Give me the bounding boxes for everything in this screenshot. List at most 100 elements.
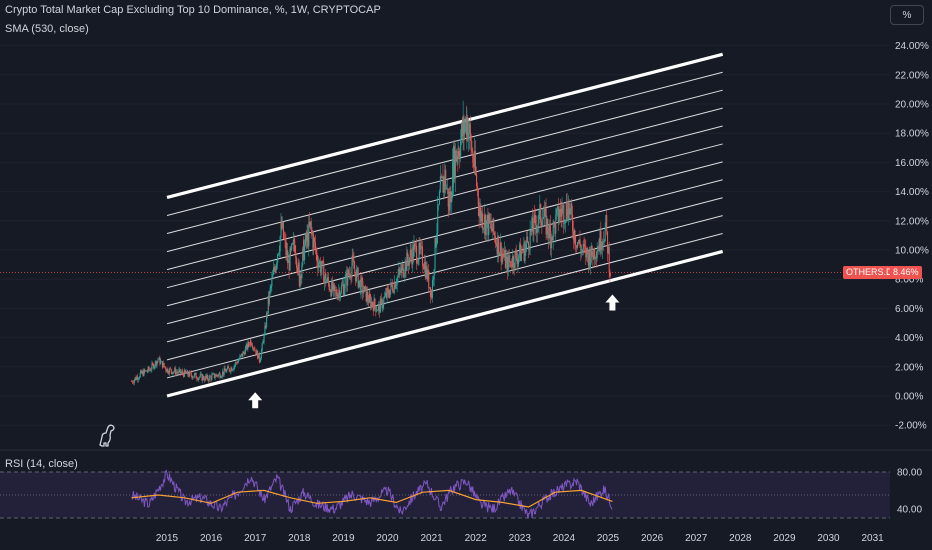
candle-body xyxy=(288,260,290,271)
candle-body xyxy=(350,276,352,278)
candle-body xyxy=(564,219,567,223)
candle-body xyxy=(560,212,562,217)
candle-body xyxy=(137,378,140,380)
annotations[interactable] xyxy=(248,294,620,409)
candle-body xyxy=(309,221,311,226)
candle-body xyxy=(374,298,376,306)
candle-body xyxy=(551,236,553,241)
candle-body xyxy=(429,287,431,289)
candle-body xyxy=(418,243,420,260)
candle-body xyxy=(541,223,543,227)
candle-body xyxy=(284,238,286,240)
candle-body xyxy=(606,214,608,232)
candle-body xyxy=(302,248,304,266)
candle-body xyxy=(342,284,344,295)
candle-body xyxy=(170,368,172,372)
candle-body xyxy=(568,202,570,215)
channel-inner-line xyxy=(166,143,723,289)
candle-body xyxy=(336,294,338,299)
candle-body xyxy=(192,376,195,378)
time-axis[interactable]: 2015 2016 2017 2018 2019 2020 2021 2022 2023 2024… xyxy=(156,533,884,544)
candle-body xyxy=(387,287,389,290)
candle-body xyxy=(533,214,535,235)
candle-body xyxy=(480,207,482,222)
candle-body xyxy=(312,233,314,249)
unit-button[interactable]: % xyxy=(890,5,924,25)
candle-body xyxy=(337,293,339,299)
candle-body xyxy=(349,273,351,277)
candle-body xyxy=(362,280,364,294)
candle-body xyxy=(458,151,460,157)
y-tick-label: 4.00% xyxy=(895,333,923,344)
candle-body xyxy=(151,363,153,370)
candle-body xyxy=(431,280,434,298)
candle-body xyxy=(467,117,469,140)
candle-body xyxy=(326,277,329,281)
candle-body xyxy=(453,146,456,179)
candle-body xyxy=(315,250,317,253)
candle-body xyxy=(304,234,307,246)
candle-body xyxy=(243,352,245,353)
candle-body xyxy=(159,357,161,364)
candle-body xyxy=(278,251,280,254)
candle-body xyxy=(460,139,462,158)
candle-body xyxy=(573,230,575,240)
candle-body xyxy=(407,252,409,261)
indicator-label[interactable]: SMA (530, close) xyxy=(5,23,89,35)
candle-body xyxy=(476,186,478,191)
candle-body xyxy=(180,372,182,374)
rsi-lines xyxy=(131,469,613,519)
candle-body xyxy=(321,261,323,269)
candle-body xyxy=(572,214,574,231)
candle-body xyxy=(187,370,189,376)
candle-body xyxy=(364,286,366,287)
candle-body xyxy=(207,379,209,381)
candle-body xyxy=(438,204,440,206)
y-tick-label: -2.00% xyxy=(895,421,927,432)
candle-body xyxy=(183,369,186,377)
candle-body xyxy=(328,282,330,290)
candle-body xyxy=(577,242,579,243)
candle-body xyxy=(185,372,187,374)
candle-body xyxy=(559,209,561,213)
candle-body xyxy=(186,370,188,374)
candle-body xyxy=(182,371,184,374)
candle-body xyxy=(313,237,315,249)
candle-body xyxy=(465,117,467,126)
candle-body xyxy=(470,135,472,150)
candle-body xyxy=(459,156,461,158)
regression-channel[interactable] xyxy=(166,52,724,398)
candle-body xyxy=(209,375,211,377)
candle-body xyxy=(356,268,358,270)
candle-body xyxy=(576,245,578,248)
candle-body xyxy=(409,250,411,258)
candle-body xyxy=(585,246,587,258)
rsi-label[interactable]: RSI (14, close) xyxy=(5,458,78,470)
candle-body xyxy=(553,221,555,223)
candle-body xyxy=(544,207,546,209)
candle-body xyxy=(498,252,501,256)
candle-body xyxy=(508,255,510,262)
candle-body xyxy=(493,218,495,233)
candle-body xyxy=(357,268,359,288)
candle-body xyxy=(517,258,519,265)
candle-body xyxy=(472,151,474,163)
candle-body xyxy=(295,252,297,259)
candle-body xyxy=(155,361,157,366)
candle-body xyxy=(188,375,190,377)
price-axis[interactable]: 24.00% 22.00% 20.00% 18.00% 16.00% 14.00% 12.0… xyxy=(895,41,929,432)
candle-body xyxy=(371,301,373,308)
candle-body xyxy=(496,244,498,254)
last-price-tag: 8.46% xyxy=(890,265,922,279)
candle-body xyxy=(177,372,179,373)
rsi-axis[interactable]: 80.00 40.00 xyxy=(897,468,922,516)
candle-body xyxy=(253,347,255,350)
dinosaur-icon[interactable] xyxy=(99,424,115,447)
candle-body xyxy=(292,243,294,245)
candle-body xyxy=(439,176,442,185)
candle-body xyxy=(173,371,175,373)
candle-body xyxy=(181,371,183,373)
candle-body xyxy=(279,236,281,252)
candle-body xyxy=(447,188,449,207)
